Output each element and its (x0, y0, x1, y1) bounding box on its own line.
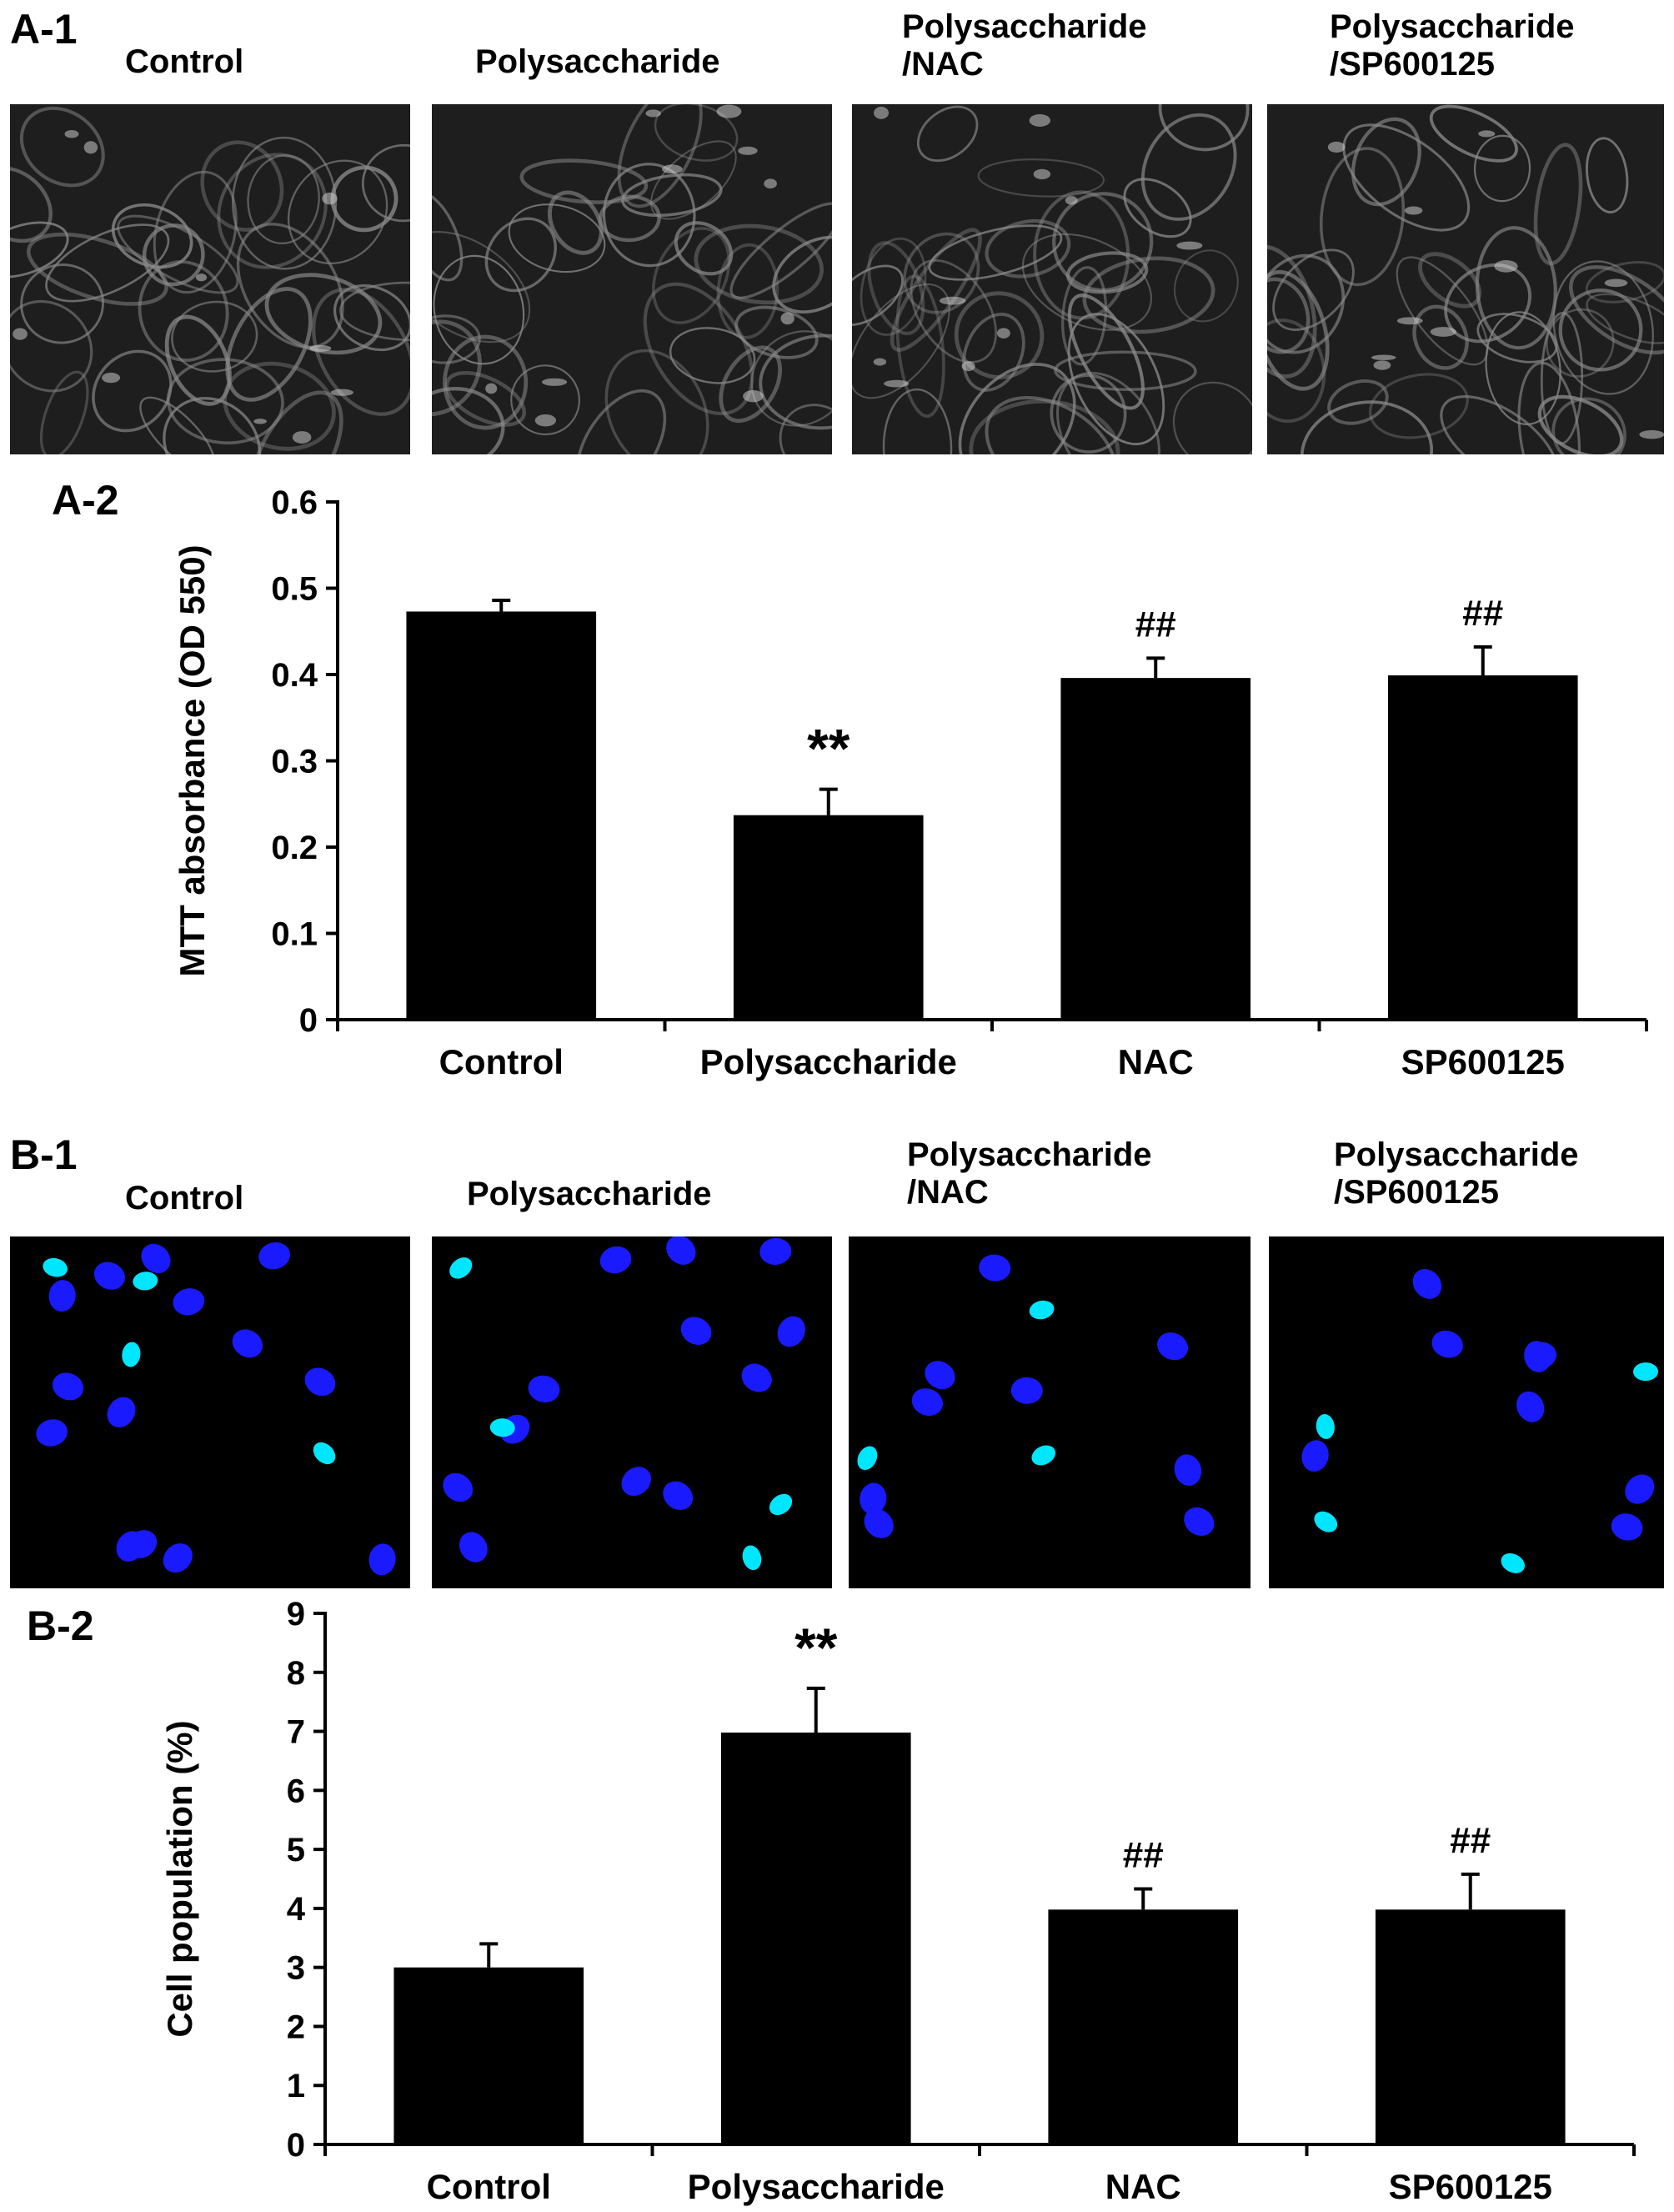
bar (1387, 675, 1578, 1020)
image-title-a1-polysaccharide: Polysaccharide (475, 43, 720, 80)
micrograph-b1-control (10, 1236, 410, 1588)
y-axis-label: Cell population (%) (160, 1720, 199, 2037)
bar (1375, 1909, 1566, 2144)
image-title-b1-polysaccharide-sp600125: Polysaccharide /SP600125 (1334, 1136, 1579, 1211)
image-title-b1-polysaccharide-nac: Polysaccharide /NAC (907, 1136, 1152, 1211)
micrograph-b1-polysaccharide (432, 1236, 832, 1588)
y-tick-label: 7 (287, 1714, 305, 1751)
y-tick-label: 0.2 (271, 830, 318, 866)
significance-label: ## (1450, 1820, 1491, 1861)
x-tick-label: NAC (1105, 2167, 1181, 2206)
y-tick-label: 0 (299, 1002, 318, 1039)
panel-label-b1: B-1 (10, 1131, 78, 1178)
panel-label-b2: B-2 (27, 1603, 94, 1649)
y-tick-label: 0 (287, 2127, 305, 2164)
bar (733, 815, 924, 1020)
panel-label-a2: A-2 (52, 477, 119, 524)
panel-label-a1: A-1 (10, 6, 78, 53)
micrograph-a1-polysaccharide (432, 104, 832, 454)
y-tick-label: 3 (287, 1950, 305, 1987)
y-tick-label: 4 (287, 1891, 306, 1928)
mtt-bar-chart: 0 0.1 0.2 0.3 0.4 0.5 0.6 MTT absorbance (OD 55… (173, 484, 1648, 1081)
y-tick-label: 0.5 (271, 571, 318, 608)
micrograph-b1-polysaccharide-nac (849, 1236, 1250, 1588)
y-tick-label: 6 (287, 1773, 305, 1809)
x-tick-label: NAC (1118, 1042, 1194, 1081)
bar (406, 611, 597, 1020)
significance-label: ## (1123, 1835, 1164, 1876)
x-tick-label: SP600125 (1389, 2167, 1552, 2206)
bar (1060, 678, 1251, 1020)
significance-label: ## (1462, 593, 1503, 634)
significance-label: ## (1135, 604, 1176, 645)
x-tick-label: SP600125 (1401, 1042, 1565, 1081)
y-tick-label: 0.6 (271, 484, 318, 521)
y-tick-label: 9 (287, 1596, 305, 1633)
micrograph-a1-polysaccharide-nac (852, 104, 1252, 454)
image-title-a1-polysaccharide-sp600125: Polysaccharide /SP600125 (1330, 8, 1575, 83)
micrograph-a1-control (10, 104, 410, 454)
y-tick-label: 0.3 (271, 744, 318, 780)
y-axis-label: MTT absorbance (OD 550) (173, 544, 212, 976)
image-title-a1-polysaccharide-nac: Polysaccharide /NAC (902, 8, 1147, 83)
bar (1048, 1909, 1239, 2144)
x-tick-label: Control (439, 1042, 564, 1081)
y-tick-label: 1 (287, 2068, 305, 2104)
image-title-b1-control: Control (125, 1180, 244, 1216)
image-title-b1-polysaccharide: Polysaccharide (467, 1176, 712, 1212)
x-tick-label: Polysaccharide (700, 1042, 957, 1081)
x-tick-label: Polysaccharide (688, 2167, 945, 2206)
x-tick-label: Control (427, 2167, 551, 2206)
significance-label: ** (807, 718, 850, 780)
significance-label: ** (794, 1617, 838, 1678)
y-tick-label: 0.4 (271, 657, 318, 694)
micrograph-a1-polysaccharide-sp600125 (1267, 104, 1664, 454)
y-tick-label: 8 (287, 1655, 305, 1692)
y-tick-label: 0.1 (271, 916, 318, 953)
bar (720, 1732, 911, 2144)
cell-population-bar-chart: 0 1 2 3 4 5 6 7 8 9 Cell population (%) Control ** Po… (160, 1596, 1636, 2206)
image-title-a1-control: Control (125, 43, 244, 80)
bar (393, 1967, 584, 2144)
y-tick-label: 2 (287, 2009, 305, 2045)
micrograph-b1-polysaccharide-sp600125 (1269, 1236, 1664, 1588)
y-tick-label: 5 (287, 1832, 305, 1868)
